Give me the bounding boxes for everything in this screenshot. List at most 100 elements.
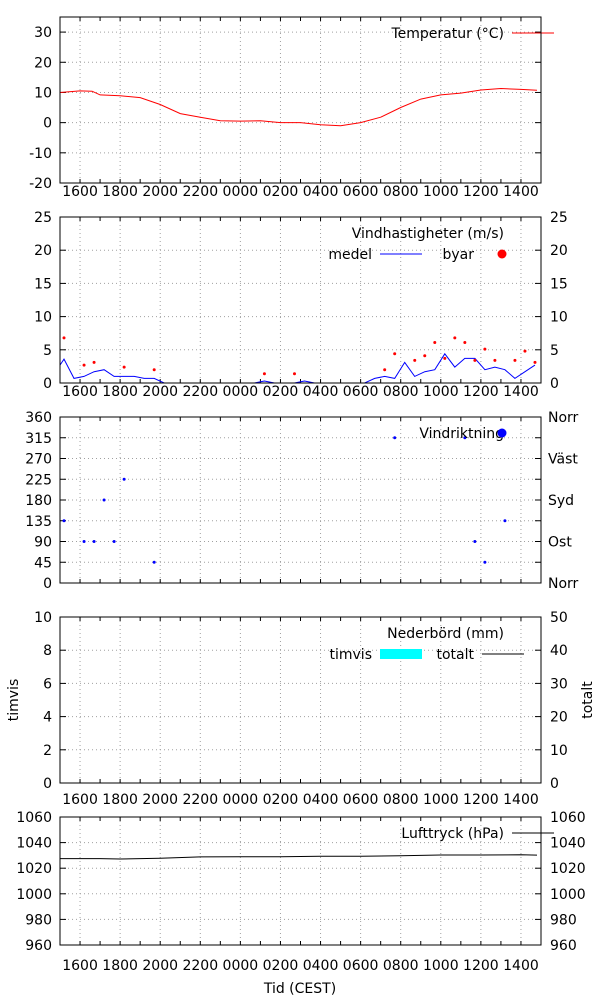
x-tick-label: 0800 — [383, 184, 419, 200]
data-point — [92, 360, 96, 364]
y-tick-label: 4 — [43, 710, 52, 726]
y-tick-label: 360 — [25, 410, 52, 426]
data-point — [453, 336, 457, 340]
x-tick-label: 0000 — [223, 384, 259, 400]
right-y-tick-label: 5 — [550, 343, 559, 359]
y-tick-label: 0 — [43, 116, 52, 132]
x-tick-label: 0000 — [223, 958, 259, 974]
right-y-tick-label: 960 — [550, 938, 577, 954]
data-point — [473, 540, 477, 543]
x-tick-label: 2200 — [182, 184, 218, 200]
x-tick-label: 1200 — [463, 792, 499, 808]
x-tick-label: 0600 — [343, 958, 379, 974]
x-tick-label: 2000 — [142, 958, 178, 974]
legend-label: timvis — [330, 647, 373, 663]
data-point — [483, 347, 487, 351]
x-tick-label: 1200 — [463, 384, 499, 400]
x-tick-label: 2000 — [142, 792, 178, 808]
legend-title: Nederbörd (mm) — [387, 626, 504, 642]
x-tick-label: 0400 — [303, 384, 339, 400]
plot-frame — [59, 616, 542, 784]
data-point — [102, 498, 106, 502]
x-tick-label: 1200 — [463, 184, 499, 200]
y-tick-label: 5 — [43, 343, 52, 359]
data-point — [463, 436, 467, 440]
x-tick-label: 0000 — [223, 184, 259, 200]
x-tick-label: 1400 — [503, 184, 539, 200]
right-y-tick-label: 1020 — [550, 861, 586, 877]
data-point — [503, 519, 507, 523]
y-tick-label: 90 — [34, 535, 52, 551]
x-tick-label: 1400 — [503, 958, 539, 974]
y-tick-label: 1040 — [16, 836, 52, 852]
y-tick-label: 2 — [43, 743, 52, 759]
compass-label: Väst — [548, 452, 578, 468]
data-point — [473, 358, 477, 362]
y-tick-label: -10 — [29, 146, 52, 162]
series-line-lufttryck — [60, 854, 538, 860]
plot-frame — [59, 216, 542, 384]
compass-label: Ost — [548, 535, 572, 551]
y-tick-label: -20 — [29, 176, 52, 192]
plot-frame — [59, 16, 542, 184]
x-tick-label: 1800 — [102, 792, 138, 808]
legend-label: totalt — [436, 647, 474, 663]
data-point — [483, 560, 487, 564]
data-point — [443, 356, 447, 360]
plot-frame — [59, 416, 542, 584]
x-tick-label: 1000 — [423, 184, 459, 200]
x-tick-label: 1600 — [62, 958, 98, 974]
data-point — [513, 358, 517, 362]
data-point — [152, 368, 156, 372]
x-tick-label: 1600 — [62, 384, 98, 400]
x-tick-label: 2200 — [182, 792, 218, 808]
right-y-tick-label: 25 — [550, 210, 568, 226]
legend-title: Vindhastigheter (m/s) — [352, 226, 504, 242]
right-y-tick-label: 0 — [550, 376, 559, 392]
y-tick-label: 10 — [34, 310, 52, 326]
y-tick-label: 180 — [25, 493, 52, 509]
y-tick-label: 15 — [34, 276, 52, 292]
x-tick-label: 1600 — [62, 792, 98, 808]
x-tick-label: 2000 — [142, 184, 178, 200]
right-y-tick-label: 20 — [550, 710, 568, 726]
right-y-tick-label: 15 — [550, 276, 568, 292]
data-point — [62, 336, 66, 340]
right-y-tick-label: 30 — [550, 676, 568, 692]
data-point — [112, 540, 116, 543]
y-tick-label: 6 — [43, 676, 52, 692]
y-tick-label: 1020 — [16, 861, 52, 877]
y-tick-label: 45 — [34, 555, 52, 571]
data-point — [383, 368, 387, 372]
right-y-tick-label: 40 — [550, 643, 568, 659]
data-point — [393, 436, 397, 440]
legend-point-marker — [497, 249, 507, 259]
series-line-medel — [60, 352, 536, 383]
right-y-tick-label: 1000 — [550, 887, 586, 903]
x-tick-label: 1000 — [423, 792, 459, 808]
right-y-tick-label: 980 — [550, 912, 577, 928]
x-tick-label: 1000 — [423, 384, 459, 400]
y-tick-label: 960 — [25, 938, 52, 954]
x-tick-label: 0400 — [303, 792, 339, 808]
y-tick-label: 20 — [34, 243, 52, 259]
y-tick-label: 8 — [43, 643, 52, 659]
x-tick-label: 1800 — [102, 184, 138, 200]
x-tick-label: 1800 — [102, 384, 138, 400]
x-tick-label: 2200 — [182, 384, 218, 400]
x-tick-label: 2200 — [182, 958, 218, 974]
y-tick-label: 25 — [34, 210, 52, 226]
y-tick-label: 10 — [34, 85, 52, 101]
x-tick-label: 0800 — [383, 958, 419, 974]
x-tick-label: 2000 — [142, 384, 178, 400]
plot-frame — [59, 816, 542, 946]
x-tick-label: 1600 — [62, 184, 98, 200]
x-tick-label: 1400 — [503, 792, 539, 808]
x-tick-label: 0200 — [263, 384, 299, 400]
right-y-tick-label: 1040 — [550, 836, 586, 852]
y-tick-label: 315 — [25, 431, 52, 447]
y-tick-label: 0 — [43, 776, 52, 792]
data-point — [292, 372, 296, 376]
right-y-tick-label: 50 — [550, 610, 568, 626]
right-y-tick-label: 10 — [550, 743, 568, 759]
